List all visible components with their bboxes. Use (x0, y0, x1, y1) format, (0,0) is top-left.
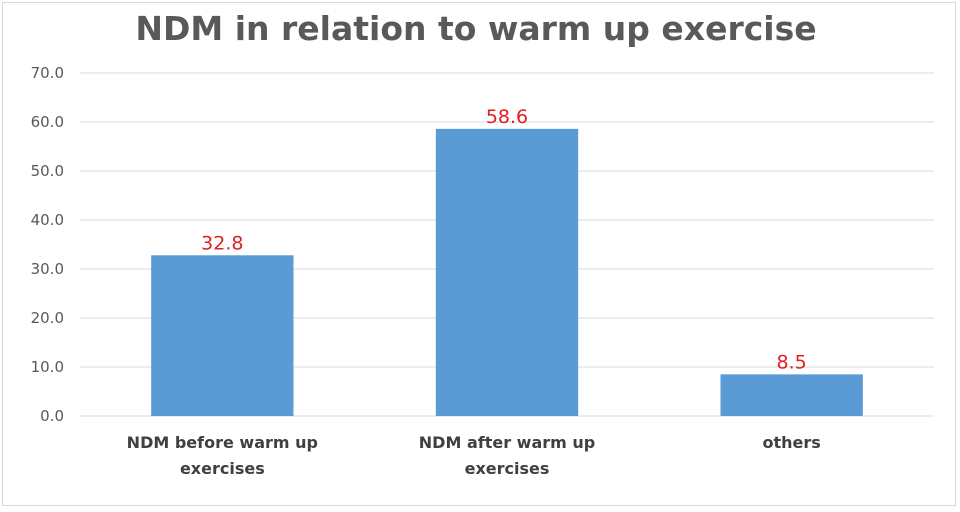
bar (720, 374, 863, 416)
y-tick-label: 0.0 (40, 407, 64, 425)
y-tick-label: 40.0 (31, 211, 64, 229)
x-tick-label: NDM before warm up exercises (127, 433, 318, 478)
bar (435, 128, 579, 417)
y-tick-label: 70.0 (31, 64, 64, 82)
x-tick-label-line: exercises (465, 459, 550, 478)
x-tick-label: NDM after warm up exercises (419, 433, 595, 478)
bars: 32.8 58.6 8.5 (151, 106, 863, 417)
x-tick-label-line: NDM before warm up (127, 433, 318, 452)
y-tick-label: 20.0 (31, 309, 64, 327)
x-tick-label-line: exercises (180, 459, 265, 478)
y-axis: 0.0 10.0 20.0 30.0 40.0 50.0 60.0 70.0 (31, 64, 64, 425)
data-label: 32.8 (201, 232, 243, 254)
y-tick-label: 30.0 (31, 260, 64, 278)
x-tick-label: others (763, 433, 821, 452)
bar (151, 255, 294, 416)
y-tick-label: 10.0 (31, 358, 64, 376)
y-tick-label: 50.0 (31, 162, 64, 180)
chart-title: NDM in relation to warm up exercise (135, 9, 816, 48)
x-tick-label-line: others (763, 433, 821, 452)
data-label: 58.6 (486, 106, 528, 128)
data-label: 8.5 (777, 351, 807, 373)
x-tick-label-line: NDM after warm up (419, 433, 595, 452)
y-tick-label: 60.0 (31, 113, 64, 131)
